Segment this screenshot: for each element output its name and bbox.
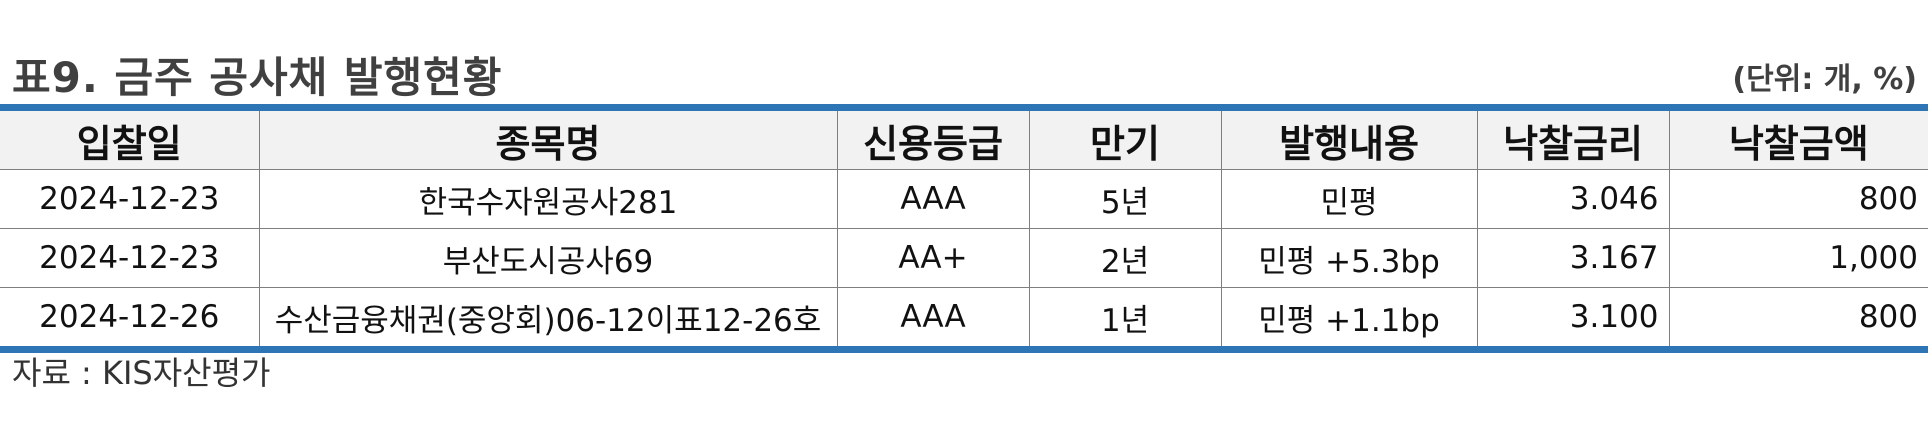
header-credit-rating: 신용등급 [836, 111, 1029, 170]
header-issue-content: 발행내용 [1220, 111, 1477, 170]
table-header-row: 입찰일 종목명 신용등급 만기 발행내용 낙찰금리 낙찰금액 [0, 111, 1928, 170]
header-winning-amount: 낙찰금액 [1668, 111, 1928, 170]
header-issue-name: 종목명 [258, 111, 837, 170]
source-note: 자료 : KIS자산평가 [12, 354, 271, 392]
table-row: 2024-12-23 부산도시공사69 AA+ 2년 민평 +5.3bp 3.1… [0, 228, 1928, 288]
cell-winning-amount: 800 [1668, 287, 1928, 346]
table-top-rule [0, 104, 1928, 111]
header-bid-date: 입찰일 [0, 111, 259, 170]
table-title: 표9. 금주 공사채 발행현황 [12, 53, 503, 102]
cell-credit-rating: AAA [836, 169, 1029, 229]
table-bottom-rule [0, 346, 1928, 353]
cell-bid-date: 2024-12-23 [0, 228, 259, 288]
cell-winning-rate: 3.046 [1476, 169, 1669, 229]
cell-winning-amount: 800 [1668, 169, 1928, 229]
cell-credit-rating: AAA [836, 287, 1029, 346]
cell-issue-name: 부산도시공사69 [258, 228, 837, 288]
cell-issue-content: 민평 +1.1bp [1220, 287, 1477, 346]
cell-maturity: 1년 [1028, 287, 1221, 346]
issuance-table: 입찰일 종목명 신용등급 만기 발행내용 낙찰금리 낙찰금액 2024-12-2… [0, 111, 1928, 346]
table-row: 2024-12-23 한국수자원공사281 AAA 5년 민평 3.046 80… [0, 169, 1928, 229]
cell-winning-rate: 3.100 [1476, 287, 1669, 346]
cell-issue-content: 민평 +5.3bp [1220, 228, 1477, 288]
cell-winning-amount: 1,000 [1668, 228, 1928, 288]
header-winning-rate: 낙찰금리 [1476, 111, 1669, 170]
cell-issue-name: 수산금융채권(중앙회)06-12이표12-26호 [258, 287, 837, 346]
cell-credit-rating: AA+ [836, 228, 1029, 288]
issuance-table-container: 입찰일 종목명 신용등급 만기 발행내용 낙찰금리 낙찰금액 2024-12-2… [0, 104, 1928, 353]
cell-bid-date: 2024-12-23 [0, 169, 259, 229]
unit-label: (단위: 개, %) [1732, 62, 1917, 97]
cell-winning-rate: 3.167 [1476, 228, 1669, 288]
cell-issue-content: 민평 [1220, 169, 1477, 229]
cell-bid-date: 2024-12-26 [39, 299, 220, 335]
table-row: 2024-12-26 수산금융채권(중앙회)06-12이표12-26호 AAA … [0, 287, 1928, 346]
cell-issue-name: 한국수자원공사281 [258, 169, 837, 229]
cell-maturity: 2년 [1028, 228, 1221, 288]
cell-maturity: 5년 [1028, 169, 1221, 229]
header-maturity: 만기 [1028, 111, 1221, 170]
